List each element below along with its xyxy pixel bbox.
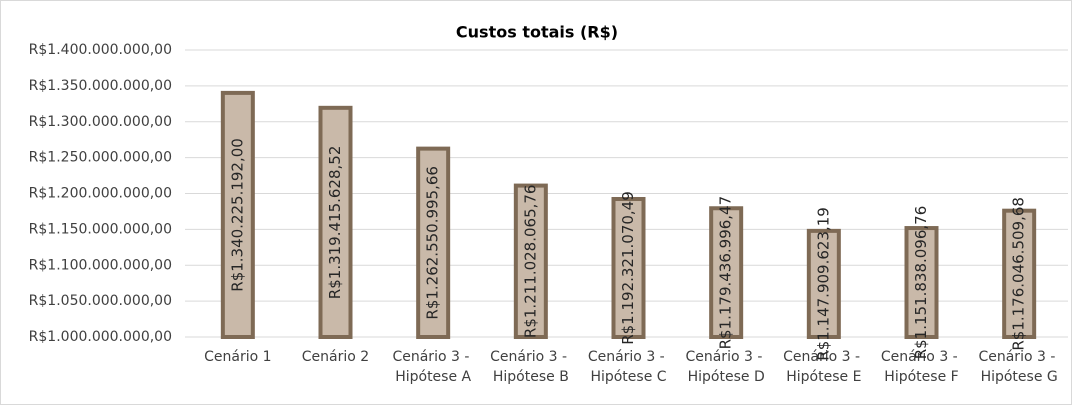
bar [220,90,255,339]
y-tick-label: R$1.300.000.000,00 [29,114,172,130]
value-label: R$1.151.838.096,76 [912,206,930,360]
bar [318,105,353,339]
bar [611,197,646,339]
y-tick-label: R$1.250.000.000,00 [29,150,172,166]
value-label: R$1.192.321.070,49 [619,191,637,345]
x-tick-label: Cenário 3 - Hipótese F [881,349,962,385]
bar [513,183,548,339]
value-label: R$1.319.415.628,52 [326,146,344,300]
x-tick-label: Cenário 3 - Hipótese C [588,349,669,385]
value-label: R$1.211.028.065,76 [521,185,539,339]
bar [904,226,939,339]
y-tick-label: R$1.200.000.000,00 [29,186,172,202]
x-tick-label: Cenário 1 [204,349,271,365]
y-tick-label: R$1.050.000.000,00 [29,293,172,309]
x-tick-label: Cenário 3 - Hipótese A [392,349,473,385]
x-tick-label: Cenário 3 - Hipótese D [685,349,766,385]
y-tick-label: R$1.000.000.000,00 [29,329,172,345]
value-label: R$1.179.436.996,47 [717,196,735,350]
value-label: R$1.340.225.192,00 [228,138,246,292]
y-tick-label: R$1.400.000.000,00 [29,42,172,58]
y-tick-label: R$1.350.000.000,00 [29,78,172,94]
value-label: R$1.147.909.623,19 [814,207,832,361]
x-tick-label: Cenário 2 [302,349,369,365]
x-tick-label: Cenário 3 - Hipótese B [490,349,571,385]
bar [806,228,841,339]
value-label: R$1.176.046.509,68 [1010,197,1028,351]
bar [709,206,744,339]
bar [416,146,451,339]
y-tick-label: R$1.150.000.000,00 [29,221,172,237]
x-tick-label: Cenário 3 - Hipótese E [783,349,864,385]
x-tick-label: Cenário 3 - Hipótese G [978,349,1059,385]
value-label: R$1.262.550.995,66 [424,166,442,320]
y-tick-label: R$1.100.000.000,00 [29,257,172,273]
chart-title: Custos totais (R$) [456,23,618,42]
bar [1002,208,1037,339]
